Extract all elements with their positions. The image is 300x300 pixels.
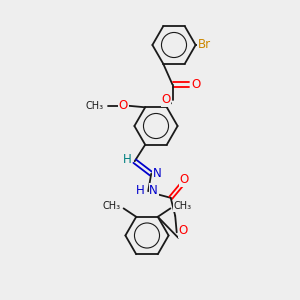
Text: N: N xyxy=(149,184,158,196)
Text: H: H xyxy=(123,153,132,166)
Text: CH₃: CH₃ xyxy=(173,201,191,211)
Text: O: O xyxy=(119,99,128,112)
Text: O: O xyxy=(161,93,170,106)
Text: CH₃: CH₃ xyxy=(103,201,121,211)
Text: H: H xyxy=(135,184,144,196)
Text: O: O xyxy=(179,224,188,237)
Text: O: O xyxy=(191,78,200,91)
Text: N: N xyxy=(153,167,162,180)
Text: O: O xyxy=(180,173,189,186)
Text: CH₃: CH₃ xyxy=(85,101,103,111)
Text: Br: Br xyxy=(197,38,211,52)
